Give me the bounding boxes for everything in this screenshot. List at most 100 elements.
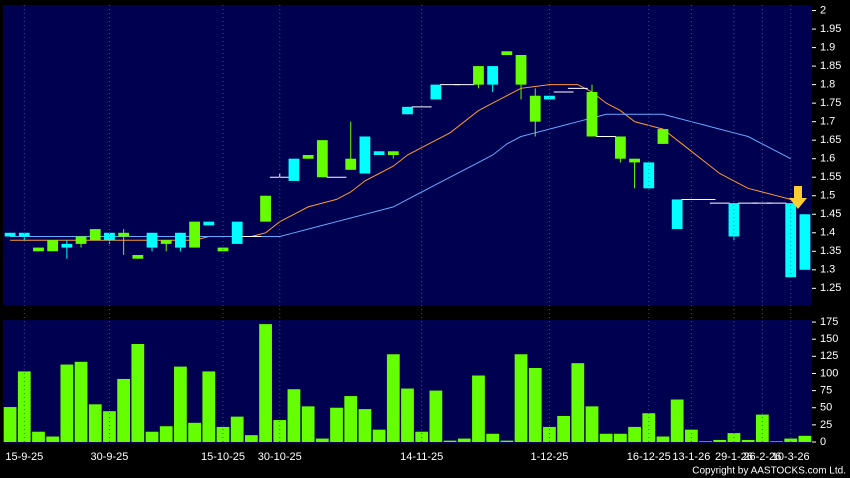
candle-body <box>785 203 797 278</box>
y-tick-label: 1.65 <box>820 134 841 146</box>
volume-bar <box>301 406 315 442</box>
candle-body <box>47 240 59 252</box>
candle-body <box>4 232 16 237</box>
y-tick-label: 1.95 <box>820 23 841 35</box>
x-tick-label: 29-1-26 <box>715 451 753 463</box>
volume-bar <box>202 371 216 442</box>
candle-body <box>671 199 683 230</box>
y-tick-label: 75 <box>820 385 832 397</box>
volume-bar <box>117 378 131 442</box>
volume-bar <box>415 431 429 442</box>
volume-bar <box>699 441 712 442</box>
volume-bar <box>457 438 471 442</box>
candle-body <box>629 158 640 163</box>
volume-bar <box>543 426 556 442</box>
volume-bar <box>741 439 755 442</box>
volume-bar <box>628 426 641 442</box>
copyright: Copyright by AASTOCKS.com Ltd. <box>692 466 846 477</box>
volume-bar <box>230 416 244 442</box>
y-tick-label: 125 <box>820 350 838 362</box>
candle-body <box>231 221 243 244</box>
volume-bar <box>770 441 783 442</box>
volume-bar <box>571 363 585 442</box>
candle-body <box>402 106 413 115</box>
volume-bar <box>32 431 45 442</box>
x-tick-label: 1-12-25 <box>530 451 568 463</box>
y-tick-label: 1.75 <box>820 97 841 109</box>
y-tick-label: 150 <box>820 333 838 345</box>
volume-bar <box>784 438 798 442</box>
candle-body <box>387 151 399 155</box>
volume-bar <box>614 433 627 442</box>
volume-bar <box>17 371 31 442</box>
volume-bar <box>514 354 528 442</box>
volume-bar <box>372 429 386 442</box>
candle-body <box>89 229 101 241</box>
y-tick-label: 1.6 <box>820 153 835 165</box>
candle-body <box>316 140 328 178</box>
candle-body <box>33 247 44 252</box>
candle-body <box>643 162 655 189</box>
x-tick-label: 15-10-25 <box>201 451 245 463</box>
volume-bar <box>273 420 287 442</box>
volume-bar <box>145 431 159 442</box>
y-tick-label: 2 <box>820 4 826 16</box>
x-tick-label: 30-9-25 <box>90 451 128 463</box>
candle-body <box>104 232 115 241</box>
marks: 1.25 1.3 1.35 1.4 1.45 1.5 1.55 1.6 1.65 1.7 1.75 1… <box>3 4 841 463</box>
x-tick-label: 26-2-26 <box>743 451 781 463</box>
y-tick-label: 1.35 <box>820 245 841 257</box>
volume-bar <box>656 436 670 442</box>
y-tick-label: 1.45 <box>820 208 841 220</box>
volume-bar <box>188 422 201 442</box>
y-tick-label: 1.7 <box>820 116 835 128</box>
volume-bar <box>798 435 812 442</box>
candle-body <box>373 151 385 155</box>
y-tick-label: 25 <box>820 419 832 431</box>
volume-bar <box>46 436 60 442</box>
volume-bar <box>599 433 613 442</box>
candle-body <box>288 158 300 181</box>
candle-body <box>586 92 598 137</box>
y-tick-label: 100 <box>820 367 838 379</box>
moving-average <box>10 113 791 237</box>
candle-body <box>61 243 73 248</box>
volume-bar <box>216 426 230 442</box>
candle-body <box>75 236 87 244</box>
y-tick-label: 1.4 <box>820 227 835 239</box>
volume-bar <box>259 324 272 442</box>
volume-bar <box>74 361 88 442</box>
y-tick-label: 1.55 <box>820 171 841 183</box>
volume-bar <box>557 415 571 442</box>
candle-body <box>728 203 740 237</box>
volume-bar <box>684 429 698 442</box>
candle-body <box>260 195 271 222</box>
volume-bar <box>713 439 727 442</box>
y-tick-label: 1.3 <box>820 264 835 276</box>
volume-bar <box>159 426 173 442</box>
volume-bar <box>528 367 542 442</box>
volume-bar <box>287 389 301 442</box>
volume-bar <box>585 406 599 442</box>
volume-bar <box>3 407 17 442</box>
x-tick-label: 13-1-26 <box>672 451 710 463</box>
volume-bar <box>315 438 329 442</box>
y-tick-label: 1.85 <box>820 60 841 72</box>
y-tick-label: 175 <box>820 316 838 328</box>
candle-body <box>359 136 371 174</box>
y-tick-label: 1.9 <box>820 41 835 53</box>
candle-body <box>118 232 130 237</box>
volume-bar <box>244 435 258 442</box>
candle-body <box>529 95 541 122</box>
candle-body <box>473 66 484 85</box>
volume-bar <box>500 440 514 442</box>
y-tick-label: 1.5 <box>820 190 835 202</box>
x-tick-label: 30-10-25 <box>258 451 302 463</box>
candle-body <box>160 240 172 244</box>
moving-average <box>10 84 791 241</box>
x-tick-label: 14-11-25 <box>400 451 443 463</box>
volume-bar <box>486 433 500 442</box>
volume-bar <box>358 409 372 442</box>
candle-body <box>345 158 357 170</box>
volume-bar <box>174 366 187 442</box>
